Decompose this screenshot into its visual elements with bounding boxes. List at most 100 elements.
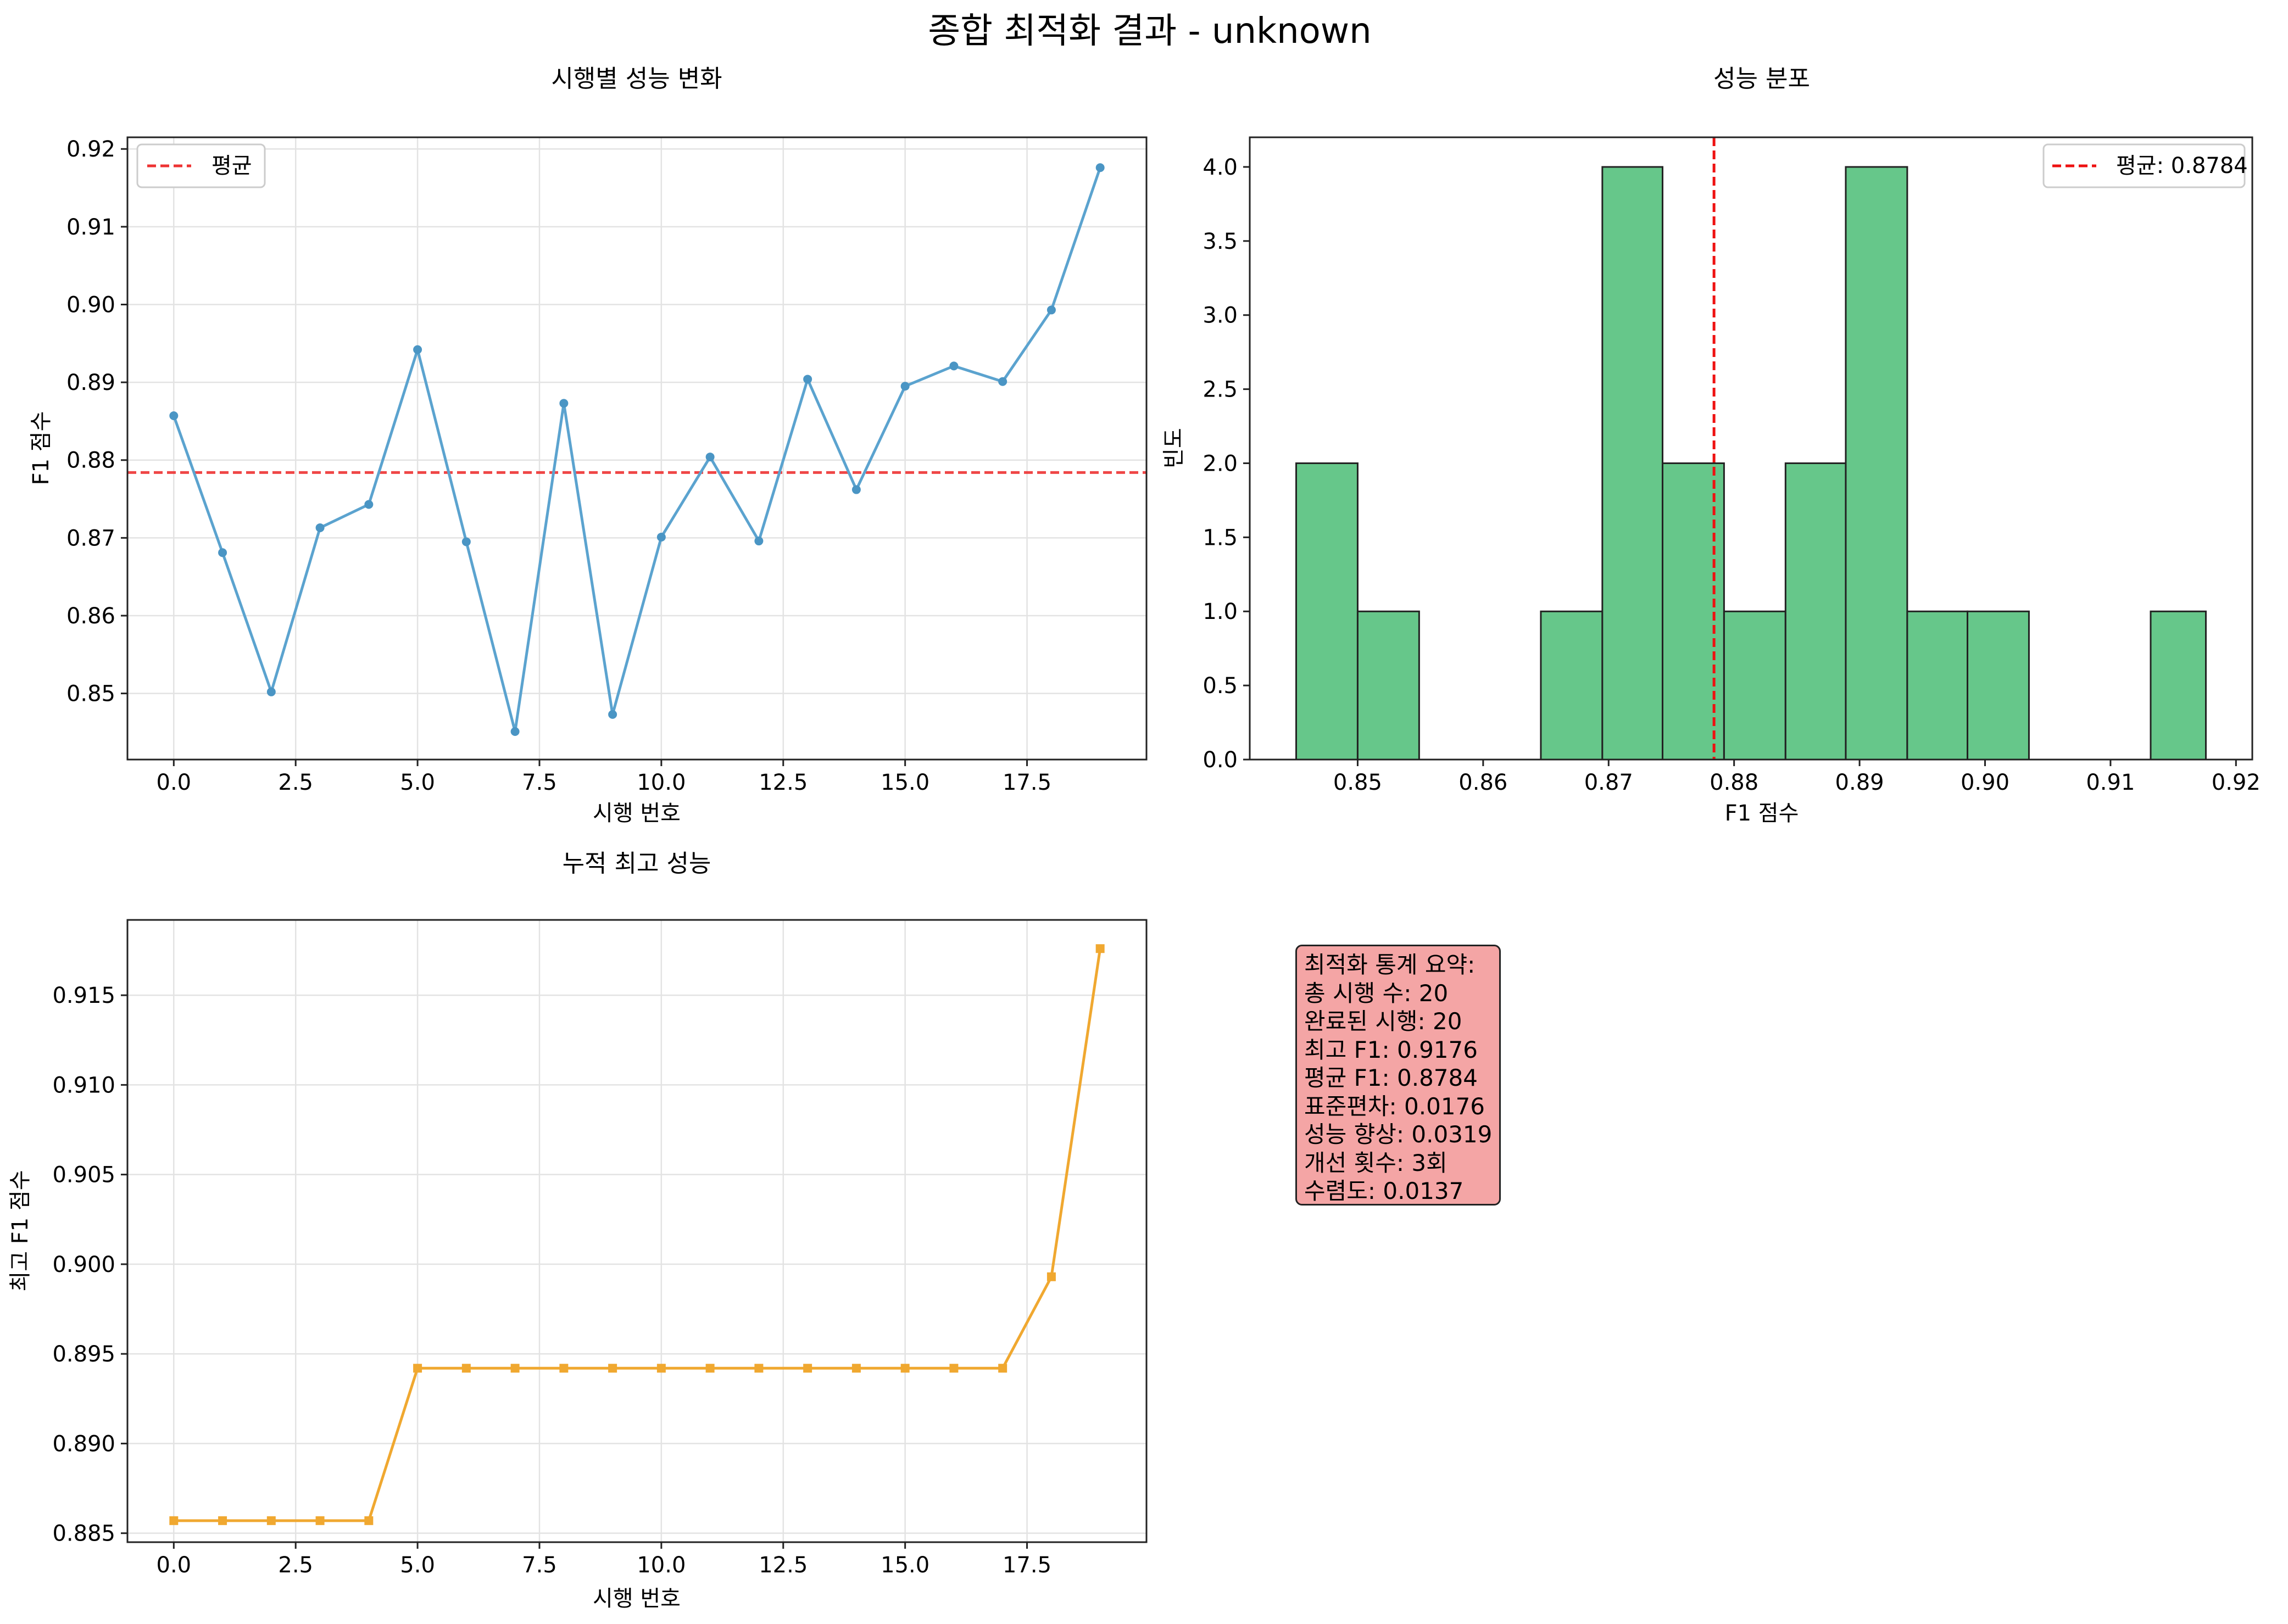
performance-distribution-legend-box bbox=[2042, 143, 2246, 188]
cumulative-best-y-label: 최고 F1 점수 bbox=[8, 1170, 33, 1291]
data-point bbox=[851, 1364, 861, 1373]
data-point bbox=[949, 1364, 959, 1373]
data-point bbox=[803, 1364, 812, 1373]
cumulative-best-x-label: 시행 번호 bbox=[593, 1586, 681, 1611]
x-tick-label: 15.0 bbox=[881, 770, 929, 795]
data-point bbox=[851, 485, 861, 494]
x-tick-label: 7.5 bbox=[522, 1553, 557, 1578]
y-tick-label: 2.5 bbox=[1203, 377, 1238, 403]
y-tick-label: 0.92 bbox=[66, 137, 115, 162]
trial-performance-y-ticks: 0.85 0.86 0.87 0.88 0.89 0.90 0.91 0.92 bbox=[66, 137, 127, 707]
trial-performance-y-label: F1 점수 bbox=[29, 411, 54, 485]
x-tick-label: 0.87 bbox=[1584, 770, 1633, 795]
data-point bbox=[705, 453, 715, 462]
data-point bbox=[1046, 305, 1056, 315]
stats-line: 표준편차: 0.0176 bbox=[1304, 1092, 1485, 1120]
data-point bbox=[461, 1364, 471, 1373]
x-tick-label: 0.88 bbox=[1710, 770, 1758, 795]
cumulative-best-title: 누적 최고 성능 bbox=[563, 850, 711, 878]
trial-performance-legend: 평균 bbox=[136, 143, 266, 188]
histogram-bar bbox=[2150, 610, 2207, 761]
data-point bbox=[510, 727, 520, 736]
data-point bbox=[266, 1516, 276, 1525]
data-point bbox=[608, 710, 617, 719]
histogram-bar bbox=[1540, 610, 1604, 761]
data-point bbox=[364, 500, 374, 509]
data-point bbox=[559, 1364, 569, 1373]
x-tick-label: 0.90 bbox=[1961, 770, 2009, 795]
y-tick-label: 0.90 bbox=[66, 292, 115, 317]
x-tick-label: 0.92 bbox=[2212, 770, 2261, 795]
trial-performance-grid bbox=[127, 137, 1146, 760]
stats-summary-box: 최적화 통계 요약: 총 시행 수: 20 완료된 시행: 20 최고 F1: … bbox=[1295, 945, 1501, 1206]
histogram-bar bbox=[1906, 610, 1969, 761]
x-tick-label: 12.5 bbox=[759, 770, 808, 795]
figure-suptitle: 종합 최적화 결과 - unknown bbox=[928, 11, 1371, 52]
cumulative-best-y-ticks: 0.885 0.890 0.895 0.900 0.905 0.910 0.915 bbox=[52, 983, 127, 1547]
x-tick-label: 0.86 bbox=[1458, 770, 1507, 795]
x-tick-label: 2.5 bbox=[278, 770, 313, 795]
x-tick-label: 5.0 bbox=[400, 1553, 435, 1578]
x-tick-label: 0.0 bbox=[157, 770, 192, 795]
data-point bbox=[1046, 1272, 1056, 1281]
stats-line: 총 시행 수: 20 bbox=[1304, 979, 1449, 1007]
data-point bbox=[315, 1516, 325, 1525]
y-tick-label: 0.890 bbox=[52, 1431, 115, 1456]
y-tick-label: 0.910 bbox=[52, 1073, 115, 1098]
x-tick-label: 0.91 bbox=[2086, 770, 2135, 795]
x-tick-label: 10.0 bbox=[637, 770, 686, 795]
histogram-bar bbox=[1295, 462, 1359, 761]
series-line bbox=[172, 167, 1102, 733]
trial-performance-x-ticks: 0.0 2.5 5.0 7.5 10.0 12.5 15.0 17.5 bbox=[157, 760, 1051, 795]
data-point bbox=[413, 1364, 422, 1373]
data-point bbox=[364, 1516, 374, 1525]
data-point bbox=[608, 1364, 617, 1373]
trial-performance-plot: 0.0 2.5 5.0 7.5 10.0 12.5 15.0 17.5 0.850.860.8… bbox=[29, 65, 1148, 826]
y-tick-label: 0.885 bbox=[52, 1521, 115, 1547]
stats-line: 수렴도: 0.0137 bbox=[1304, 1177, 1464, 1204]
cumulative-best-series bbox=[169, 944, 1105, 1525]
cumulative-best-frame bbox=[126, 919, 1148, 1543]
y-tick-label: 4.0 bbox=[1203, 155, 1238, 180]
performance-distribution-legend-label: 평균: 0.8784 bbox=[2116, 153, 2248, 178]
y-tick-label: 0.905 bbox=[52, 1163, 115, 1188]
performance-distribution-x-ticks: 0.85 0.86 0.87 0.88 0.89 0.90 0.91 0.92 bbox=[1333, 760, 2261, 795]
stats-line: 최고 F1: 0.9176 bbox=[1304, 1036, 1478, 1063]
performance-distribution-frame bbox=[1249, 136, 2253, 761]
data-point bbox=[461, 537, 471, 546]
y-tick-label: 0.86 bbox=[66, 604, 115, 629]
performance-distribution-plot: 0.85 0.86 0.87 0.88 0.89 0.90 0.91 0.92 0.0 0.5 1… bbox=[1161, 65, 2261, 826]
x-tick-label: 0.0 bbox=[157, 1553, 192, 1578]
data-point bbox=[218, 1516, 227, 1525]
cumulative-best-plot: 0.0 2.5 5.0 7.5 10.0 12.5 15.0 17.5 0.8850.8900… bbox=[8, 850, 1148, 1611]
x-tick-label: 0.85 bbox=[1333, 770, 1382, 795]
data-point bbox=[656, 532, 666, 542]
data-point bbox=[169, 1516, 179, 1525]
x-tick-label: 12.5 bbox=[759, 1553, 808, 1578]
histogram-bar bbox=[1845, 166, 1908, 761]
trial-performance-frame bbox=[126, 136, 1148, 761]
trial-performance-legend-box bbox=[136, 143, 266, 188]
stats-line: 완료된 시행: 20 bbox=[1304, 1008, 1462, 1035]
trial-performance-title: 시행별 성능 변화 bbox=[551, 65, 722, 93]
data-point bbox=[705, 1364, 715, 1373]
y-tick-label: 0.900 bbox=[52, 1252, 115, 1277]
trial-performance-series bbox=[169, 163, 1105, 736]
performance-distribution-x-label: F1 점수 bbox=[1725, 801, 1799, 826]
y-tick-label: 0.91 bbox=[66, 215, 115, 240]
y-tick-label: 2.0 bbox=[1203, 451, 1238, 476]
y-tick-label: 0.915 bbox=[52, 983, 115, 1008]
data-point bbox=[315, 523, 325, 532]
data-point bbox=[266, 687, 276, 696]
data-point bbox=[218, 548, 227, 557]
data-point bbox=[803, 375, 812, 384]
data-point bbox=[754, 537, 764, 546]
performance-distribution-legend: 평균: 0.8784 bbox=[2042, 143, 2248, 188]
y-tick-label: 0.5 bbox=[1203, 673, 1238, 699]
histogram-bar bbox=[1784, 462, 1847, 761]
y-tick-label: 0.0 bbox=[1203, 747, 1238, 773]
y-tick-label: 1.5 bbox=[1203, 525, 1238, 550]
performance-distribution-y-label: 빈도 bbox=[1161, 428, 1187, 468]
x-tick-label: 17.5 bbox=[1003, 770, 1051, 795]
